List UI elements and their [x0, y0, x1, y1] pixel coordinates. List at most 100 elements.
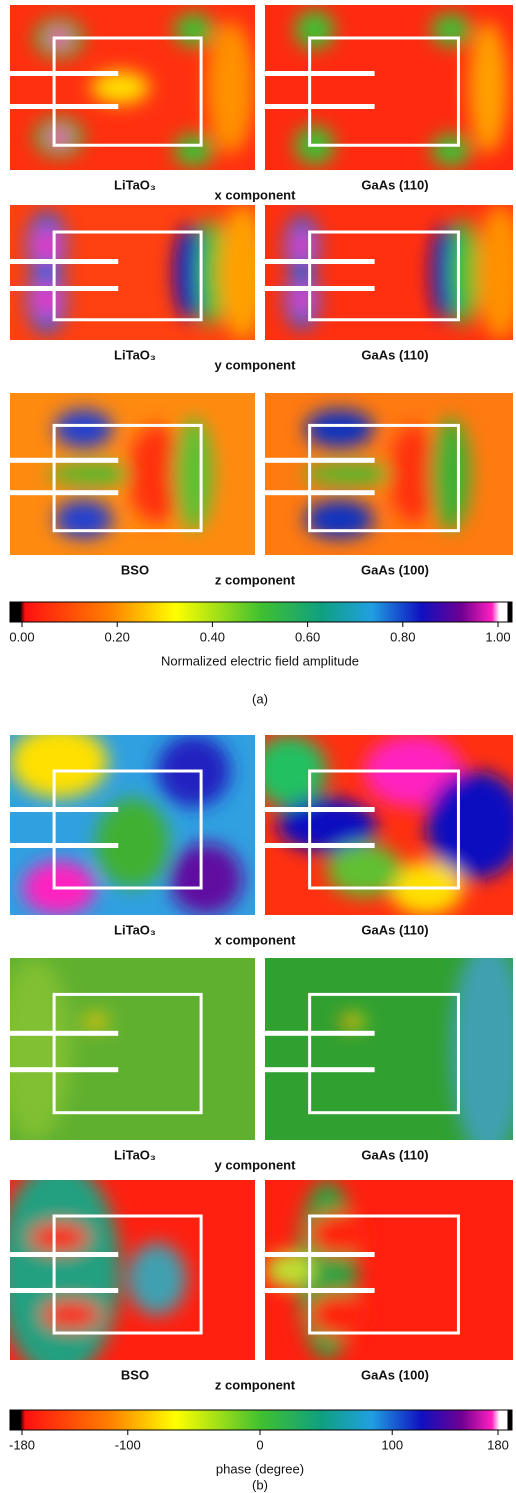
field-blob	[310, 1212, 370, 1255]
field-layer	[0, 1162, 255, 1378]
field-blob	[302, 464, 401, 483]
electrode-strip	[263, 1288, 375, 1293]
field-blob	[449, 219, 479, 327]
colorbar-label: Normalized electric field amplitude	[161, 653, 359, 668]
colorbar-tick-label: 0.00	[9, 629, 34, 644]
field-map	[253, 735, 516, 915]
field-blob	[174, 134, 213, 167]
colorbar	[10, 1410, 512, 1430]
field-map	[263, 940, 516, 1158]
electrode-strip	[8, 490, 118, 495]
field-blob	[305, 409, 374, 448]
field-layer	[8, 205, 267, 340]
field-map	[8, 205, 267, 340]
panel-label: BSO	[121, 562, 149, 577]
colorbar-tick-label: 0.40	[200, 629, 225, 644]
field-layer	[263, 940, 516, 1158]
panel-label: BSO	[121, 1367, 149, 1382]
field-map	[8, 726, 255, 915]
field-blob	[128, 1243, 187, 1315]
field-blob	[206, 22, 255, 154]
row-label: x component	[215, 932, 297, 947]
field-blob	[54, 409, 113, 448]
colorbar-tick-label: -180	[9, 1437, 35, 1452]
field-blob	[10, 726, 108, 798]
electrode-strip	[8, 1252, 118, 1257]
panel-label: GaAs (110)	[361, 1147, 428, 1162]
electrode-strip	[8, 807, 118, 812]
field-blob	[91, 1018, 101, 1025]
row-label: z component	[215, 1377, 296, 1392]
field-layer	[8, 5, 255, 170]
electrode-strip	[263, 104, 375, 109]
electrode-strip	[263, 458, 375, 463]
row-label: y component	[215, 1157, 297, 1172]
field-map	[263, 1180, 513, 1360]
field-layer	[8, 726, 255, 915]
electrode-strip	[8, 458, 118, 463]
field-blob	[0, 1162, 120, 1378]
colorbar-tick-label: 0	[256, 1437, 263, 1452]
panel-label: GaAs (110)	[361, 922, 428, 937]
field-blob	[310, 1293, 370, 1336]
field-layer	[8, 393, 255, 555]
field-map	[8, 5, 255, 170]
panel-label: LiTaO₃	[114, 347, 156, 362]
electrode-strip	[8, 286, 118, 291]
electrode-strip	[263, 1031, 375, 1036]
electrode-strip	[263, 1067, 375, 1072]
caption: (a)	[252, 691, 268, 706]
colorbar-tick-label: 100	[381, 1437, 403, 1452]
field-blob	[30, 1223, 89, 1252]
field-blob	[431, 134, 471, 167]
field-map	[8, 393, 255, 555]
row-label: y component	[215, 357, 297, 372]
colorbar-tick-label: 0.20	[105, 629, 130, 644]
electrode-strip	[8, 843, 118, 848]
colorbar-tick-label: 0.60	[295, 629, 320, 644]
panel-label: GaAs (110)	[361, 177, 428, 192]
electrode-strip	[263, 259, 375, 264]
field-map	[0, 958, 255, 1140]
field-blob	[265, 1252, 315, 1288]
field-blob	[54, 500, 113, 539]
field-blob	[339, 1018, 354, 1025]
field-blob	[305, 500, 374, 539]
electrode-strip	[8, 259, 118, 264]
field-layer	[263, 1180, 513, 1360]
figure: LiTaO₃ x component GaAs (110) LiTaO₃ y compo…	[0, 0, 516, 1493]
field-blob	[295, 232, 310, 259]
colorbar-tick-label: 1.00	[485, 629, 510, 644]
field-map	[0, 1162, 255, 1378]
row-label: x component	[215, 187, 297, 202]
field-map	[263, 393, 513, 555]
field-map	[263, 5, 513, 170]
electrode-strip	[263, 1252, 375, 1257]
electrode-strip	[8, 1031, 118, 1036]
field-blob	[174, 417, 213, 530]
caption: (b)	[252, 1477, 268, 1492]
field-map	[263, 205, 516, 340]
colorbar-tick-label: -100	[115, 1437, 141, 1452]
field-blob	[431, 417, 471, 530]
field-blob	[218, 205, 267, 340]
field-blob	[431, 13, 471, 46]
field-layer	[253, 735, 516, 915]
colorbar-tick-label: 180	[487, 1437, 509, 1452]
field-blob	[169, 843, 243, 915]
colorbar-label: phase (degree)	[216, 1461, 304, 1476]
panel-label: LiTaO₃	[114, 1147, 156, 1162]
field-layer	[263, 5, 513, 170]
field-blob	[295, 10, 335, 50]
electrode-strip	[8, 1288, 118, 1293]
electrode-strip	[263, 807, 375, 812]
panel-label: GaAs (100)	[361, 1367, 429, 1382]
electrode-strip	[263, 286, 375, 291]
colorbar-tick-label: 0.80	[390, 629, 415, 644]
colorbar	[10, 602, 512, 622]
panel-label: GaAs (100)	[361, 562, 429, 577]
field-layer	[263, 205, 516, 340]
electrode-strip	[263, 71, 375, 76]
electrode-strip	[263, 490, 375, 495]
field-blob	[468, 22, 508, 154]
